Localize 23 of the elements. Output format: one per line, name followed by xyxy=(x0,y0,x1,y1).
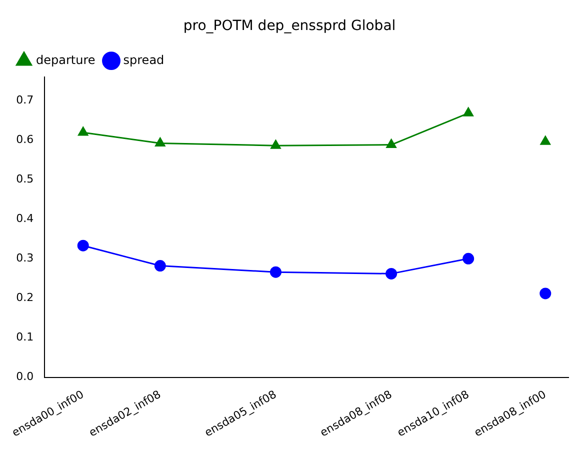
point xyxy=(78,126,88,136)
point xyxy=(270,266,282,278)
y-tick-label: 0.7 xyxy=(16,93,34,106)
legend-label: spread xyxy=(123,52,164,67)
point xyxy=(386,139,396,148)
point xyxy=(462,252,474,264)
y-tick-label: 0.3 xyxy=(16,252,34,265)
point xyxy=(155,137,166,146)
y-tick-label: 0.6 xyxy=(16,132,34,146)
point xyxy=(463,107,474,116)
point xyxy=(270,140,281,149)
y-tick-label: 0.1 xyxy=(16,330,34,344)
point xyxy=(540,288,552,300)
y-tick-label: 0.0 xyxy=(16,370,34,384)
y-tick-label: 0.4 xyxy=(16,212,34,225)
point xyxy=(154,260,166,272)
chart-title: pro_POTM dep_enssprd Global xyxy=(183,18,396,34)
point xyxy=(77,240,89,252)
y-tick-label: 0.2 xyxy=(16,291,34,304)
y-tick-label: 0.5 xyxy=(16,172,34,186)
legend-label: departure xyxy=(36,52,96,67)
point xyxy=(386,268,398,280)
point xyxy=(540,136,550,145)
